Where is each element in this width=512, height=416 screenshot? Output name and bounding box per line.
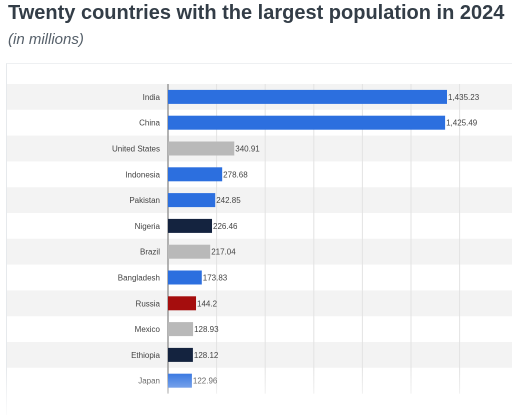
bar-mexico (168, 322, 194, 337)
category-label: Bangladesh (118, 274, 160, 283)
bar-russia (168, 296, 197, 311)
bar-japan (168, 373, 192, 388)
bar-ethiopia (168, 347, 193, 362)
value-label: 1,425.49 (446, 119, 478, 128)
chart-card: India 1,435.23 China 1,425.49 United States 3… (6, 63, 512, 415)
value-label: 173.83 (203, 274, 228, 283)
row-band (7, 342, 512, 368)
category-label: Russia (136, 299, 161, 308)
category-label: China (139, 119, 160, 128)
value-label: 128.12 (194, 351, 219, 360)
bar-pakistan (168, 193, 216, 208)
value-label: 278.68 (223, 170, 248, 179)
category-label: Mexico (135, 325, 161, 334)
bar-chart: India 1,435.23 China 1,425.49 United States 3… (7, 84, 512, 394)
bar-nigeria (168, 218, 213, 233)
chart-subtitle: (in millions) (8, 31, 84, 48)
bar-indonesia (168, 167, 223, 182)
bar-brazil (168, 244, 211, 259)
value-label: 226.46 (213, 222, 238, 231)
row-band (7, 135, 512, 162)
value-label: 1,435.23 (448, 93, 480, 102)
category-label: Indonesia (125, 170, 160, 179)
category-label: Nigeria (135, 222, 161, 231)
row-band (7, 238, 512, 265)
bar-united-states (168, 141, 235, 156)
bar-india (168, 89, 447, 104)
bar-china (168, 115, 446, 130)
value-label: 340.91 (235, 145, 260, 154)
value-label: 144.2 (197, 299, 218, 308)
category-label: India (143, 93, 161, 102)
chart-title: Twenty countries with the largest popula… (8, 2, 505, 24)
category-label: United States (112, 145, 160, 154)
category-label: Japan (138, 377, 160, 386)
category-label: Brazil (140, 248, 160, 257)
value-label: 242.85 (216, 196, 241, 205)
category-label: Pakistan (129, 196, 160, 205)
row-band (7, 290, 512, 317)
bar-bangladesh (168, 270, 202, 285)
value-label: 128.93 (194, 325, 219, 334)
value-label: 217.04 (211, 248, 236, 257)
value-label: 122.96 (193, 377, 218, 386)
row-band (7, 187, 512, 213)
category-label: Ethiopia (131, 351, 160, 360)
